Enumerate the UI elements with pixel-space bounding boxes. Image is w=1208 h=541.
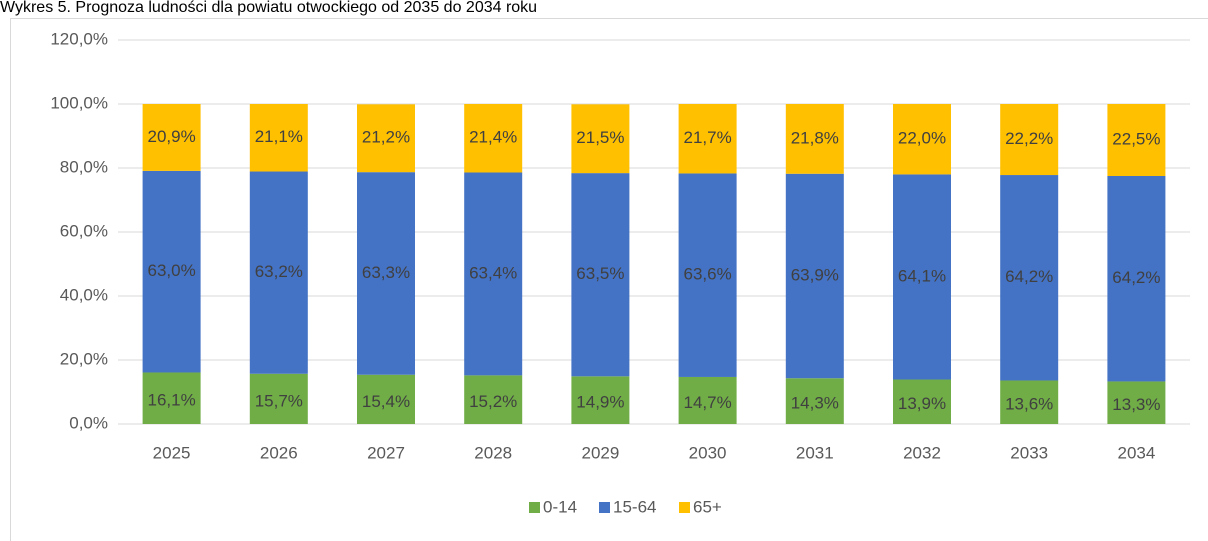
data-label: 13,9% — [898, 394, 946, 413]
bar-segment — [571, 104, 630, 174]
bar-segment — [357, 172, 415, 375]
x-tick-label: 2032 — [903, 443, 941, 462]
data-label: 64,2% — [1005, 267, 1053, 286]
data-label: 21,1% — [255, 127, 303, 146]
data-label: 63,0% — [147, 261, 195, 280]
data-label: 13,3% — [1112, 395, 1160, 414]
y-tick-label: 0,0% — [69, 413, 108, 432]
data-label: 63,5% — [576, 264, 624, 283]
data-label: 21,5% — [576, 128, 624, 147]
data-label: 21,8% — [791, 128, 839, 147]
bar-segment — [464, 104, 523, 173]
x-tick-label: 2030 — [689, 443, 727, 462]
bar-segment — [1000, 175, 1059, 381]
data-label: 21,7% — [683, 128, 731, 147]
x-tick-label: 2031 — [796, 443, 834, 462]
bar-segment — [249, 104, 308, 172]
data-label: 20,9% — [147, 127, 195, 146]
bar-segment — [249, 171, 308, 374]
data-label: 63,3% — [362, 263, 410, 282]
data-label: 63,4% — [469, 263, 517, 282]
y-tick-label: 60,0% — [60, 221, 108, 240]
data-label: 63,2% — [255, 262, 303, 281]
bar-segment — [893, 379, 951, 424]
bar-segment — [785, 378, 844, 424]
data-label: 21,4% — [469, 128, 517, 147]
legend-swatch — [529, 502, 540, 513]
bar-segment — [1000, 380, 1059, 424]
chart-border — [10, 18, 1208, 541]
data-label: 13,6% — [1005, 395, 1053, 414]
data-label: 64,2% — [1112, 268, 1160, 287]
x-tick-label: 2033 — [1010, 443, 1048, 462]
y-tick-label: 120,0% — [50, 29, 108, 48]
bar-segment — [357, 374, 415, 424]
x-tick-label: 2025 — [153, 443, 191, 462]
data-label: 15,2% — [469, 392, 517, 411]
bar-segment — [249, 373, 308, 424]
x-tick-label: 2028 — [474, 443, 512, 462]
x-tick-label: 2029 — [581, 443, 619, 462]
bar-segment — [142, 104, 201, 171]
data-label: 22,2% — [1005, 129, 1053, 148]
bar-segment — [893, 104, 951, 175]
legend-label: 15-64 — [613, 497, 656, 516]
data-label: 21,2% — [362, 128, 410, 147]
bar-segment — [1107, 104, 1166, 176]
bar-segment — [464, 375, 523, 424]
bar-segment — [571, 376, 630, 424]
bar-segment — [1000, 104, 1059, 176]
x-tick-label: 2026 — [260, 443, 298, 462]
legend-label: 65+ — [693, 497, 722, 516]
y-tick-label: 40,0% — [60, 285, 108, 304]
bar-segment — [142, 170, 201, 373]
legend-label: 0-14 — [543, 497, 577, 516]
bar-segment — [357, 104, 415, 173]
bar-segment — [1107, 176, 1166, 382]
y-tick-label: 100,0% — [50, 93, 108, 112]
data-label: 16,1% — [147, 391, 195, 410]
bar-segment — [1107, 381, 1166, 424]
data-label: 15,4% — [362, 392, 410, 411]
bar-segment — [142, 372, 201, 424]
y-tick-label: 80,0% — [60, 157, 108, 176]
data-label: 15,7% — [255, 391, 303, 410]
bar-segment — [678, 173, 737, 377]
y-tick-label: 20,0% — [60, 349, 108, 368]
data-label: 14,7% — [683, 393, 731, 412]
data-label: 22,5% — [1112, 129, 1160, 148]
legend-swatch — [599, 502, 610, 513]
data-label: 22,0% — [898, 129, 946, 148]
bar-segment — [678, 104, 737, 174]
bar-segment — [893, 174, 951, 380]
data-label: 64,1% — [898, 266, 946, 285]
data-label: 63,6% — [683, 265, 731, 284]
bar-segment — [678, 376, 737, 424]
chart-title: Wykres 5. Prognoza ludności dla powiatu … — [0, 0, 537, 16]
bar-segment — [785, 104, 844, 174]
bar-segment — [785, 173, 844, 379]
data-label: 14,9% — [576, 393, 624, 412]
data-label: 63,9% — [791, 265, 839, 284]
legend-swatch — [679, 502, 690, 513]
x-tick-label: 2034 — [1117, 443, 1155, 462]
data-label: 14,3% — [791, 394, 839, 413]
x-tick-label: 2027 — [367, 443, 405, 462]
bar-segment — [464, 172, 523, 376]
bar-segment — [571, 173, 630, 377]
